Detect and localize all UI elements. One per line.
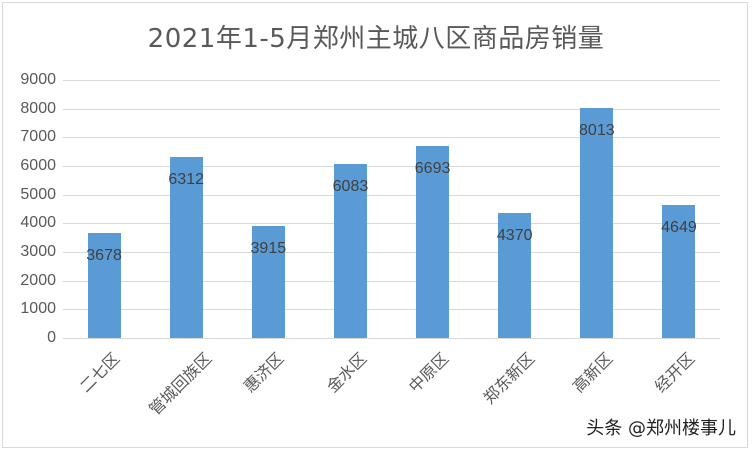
bar <box>87 232 121 338</box>
data-label: 6083 <box>332 177 369 195</box>
y-tick-label: 7000 <box>20 128 56 146</box>
y-tick-label: 5000 <box>20 185 56 203</box>
watermark: 头条 @郑州楼事儿 <box>586 418 736 439</box>
bar <box>662 204 696 338</box>
chart-frame <box>2 2 748 448</box>
data-label: 3915 <box>250 239 287 257</box>
y-tick-label: 3000 <box>20 243 56 260</box>
gridline <box>63 309 720 311</box>
y-tick-label: 0 <box>47 329 56 346</box>
data-label: 8013 <box>579 122 615 140</box>
y-tick-label: 8000 <box>20 99 56 117</box>
data-label: 6312 <box>168 171 204 189</box>
gridline <box>63 223 720 225</box>
gridline <box>63 280 720 282</box>
gridline <box>63 166 720 167</box>
bar <box>580 108 614 338</box>
gridline <box>63 338 720 339</box>
gridline <box>63 194 720 196</box>
bar <box>251 225 285 338</box>
plot-area: 3678 6312 3915 6083 6693 4370 8013 4649 <box>63 80 720 339</box>
gridline <box>63 108 720 110</box>
data-label: 3678 <box>86 246 122 264</box>
bar <box>169 157 203 338</box>
y-tick-label: 1000 <box>20 300 56 318</box>
gridline <box>63 252 720 253</box>
gridline <box>63 137 720 139</box>
bar <box>498 212 532 338</box>
bar <box>333 163 367 338</box>
gridline <box>63 80 720 81</box>
data-label: 4649 <box>661 218 697 236</box>
bar <box>416 146 450 338</box>
data-label: 4370 <box>496 226 533 244</box>
chart-title: 2021年1-5月郑州主城八区商品房销量 <box>147 24 605 54</box>
data-label: 6693 <box>414 160 451 178</box>
y-tick-label: 6000 <box>20 157 56 174</box>
y-tick-label: 4000 <box>20 214 56 232</box>
y-tick-label: 2000 <box>20 271 56 289</box>
y-tick-label: 9000 <box>20 71 56 88</box>
